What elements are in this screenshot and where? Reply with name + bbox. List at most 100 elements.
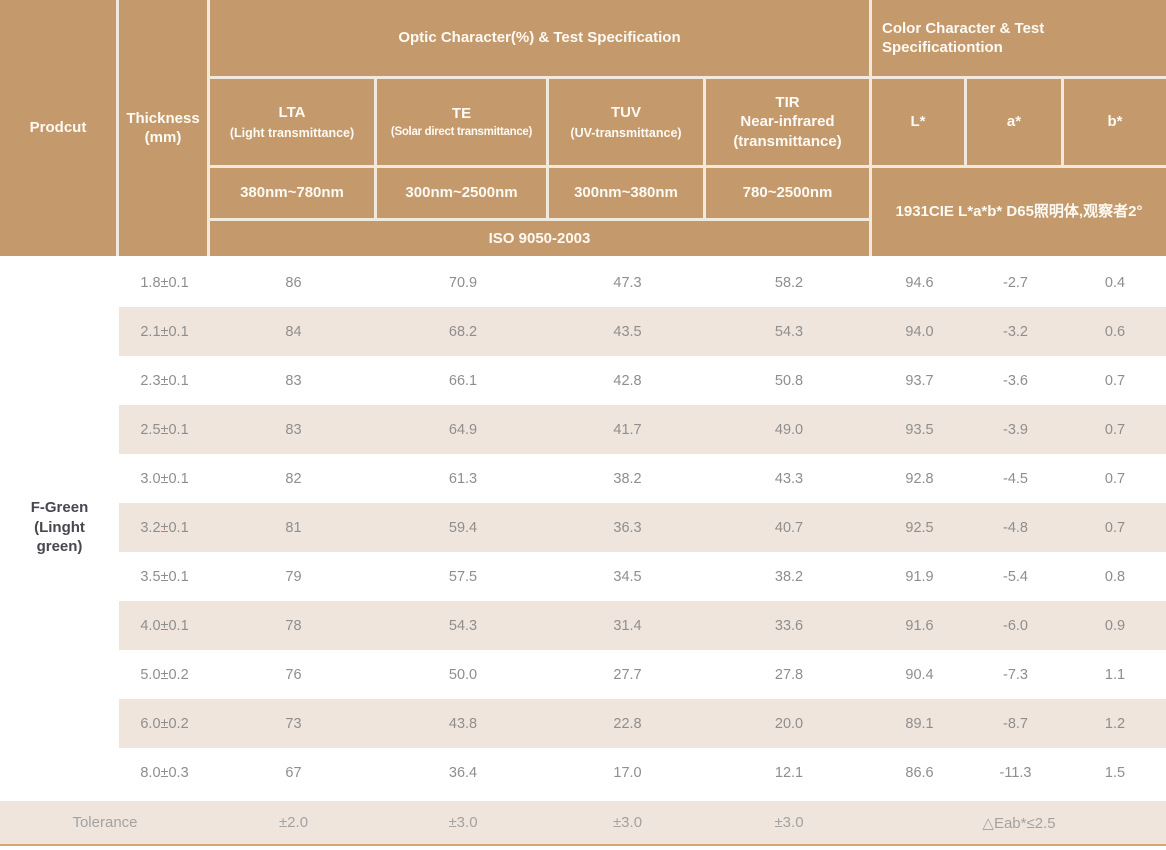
cell-thickness: 8.0±0.3 [140, 764, 189, 781]
header-optic-group-title: Optic Character(%) & Test Specification [210, 0, 872, 79]
cell-tuv: 43.5 [613, 323, 642, 340]
cell-b-star: 1.1 [1104, 666, 1126, 683]
cell-te: 70.9 [448, 274, 478, 291]
header-col-b-star: b* [1064, 79, 1166, 168]
header-col-te-name: TE [451, 104, 472, 122]
cell-a-star: -5.4 [1003, 568, 1028, 585]
table-body: F-Green (Linght green) 1.8±0.1 86 70.9 4… [0, 258, 1166, 797]
cell-l-star: 93.5 [905, 421, 934, 438]
cell-lta: 76 [285, 666, 302, 683]
header-range-lta: 380nm~780nm [210, 168, 377, 221]
cell-l-star: 89.1 [905, 715, 934, 732]
tolerance-tuv: ±3.0 [612, 814, 643, 831]
header-thickness: Thickness (mm) [119, 0, 210, 256]
cell-b-star: 0.7 [1104, 372, 1126, 389]
cell-b-star: 1.2 [1104, 715, 1126, 732]
cell-a-star: -3.9 [1003, 421, 1028, 438]
header-col-lta: LTA (Light transmittance) [210, 79, 377, 168]
cell-thickness: 2.5±0.1 [140, 421, 189, 438]
cell-tuv: 36.3 [613, 519, 642, 536]
table-row: 3.0±0.1 82 61.3 38.2 43.3 92.8 -4.5 0.7 [119, 454, 1166, 503]
table-header: Prodcut Thickness (mm) Optic Character(%… [0, 0, 1166, 256]
table-row: 4.0±0.1 78 54.3 31.4 33.6 91.6 -6.0 0.9 [119, 601, 1166, 650]
cell-lta: 78 [285, 617, 302, 634]
table-row: 5.0±0.2 76 50.0 27.7 27.8 90.4 -7.3 1.1 [119, 650, 1166, 699]
header-col-tir: TIR Near-infrared (transmittance) [706, 79, 872, 168]
cell-a-star: -4.5 [1003, 470, 1028, 487]
header-col-lta-name: LTA [278, 104, 306, 122]
header-col-l-star: L* [872, 79, 967, 168]
cell-tuv: 22.8 [613, 715, 642, 732]
cell-tuv: 31.4 [613, 617, 642, 634]
cell-lta: 83 [285, 421, 302, 438]
cell-thickness: 5.0±0.2 [140, 666, 189, 683]
tolerance-tir: ±3.0 [774, 814, 804, 831]
cell-te: 50.0 [448, 666, 478, 683]
table-row: 2.5±0.1 83 64.9 41.7 49.0 93.5 -3.9 0.7 [119, 405, 1166, 454]
header-col-te-desc: (Solar direct transmittance) [390, 126, 533, 139]
cell-b-star: 0.8 [1104, 568, 1126, 585]
cell-tir: 27.8 [774, 666, 804, 683]
header-range-te: 300nm~2500nm [377, 168, 549, 221]
cell-tir: 20.0 [774, 715, 804, 732]
cell-te: 64.9 [448, 421, 478, 438]
cell-l-star: 91.6 [905, 617, 934, 634]
header-color-group-title: Color Character & Test Specificationtion [872, 0, 1166, 79]
cell-lta: 82 [285, 470, 302, 487]
cell-tuv: 38.2 [613, 470, 642, 487]
cell-tuv: 41.7 [613, 421, 642, 438]
cell-lta: 81 [285, 519, 302, 536]
cell-b-star: 1.5 [1104, 764, 1126, 781]
cell-b-star: 0.9 [1104, 617, 1126, 634]
header-col-tuv-desc: (UV-transmittance) [570, 125, 682, 140]
header-col-lta-desc: (Light transmittance) [229, 125, 355, 140]
table-row: 6.0±0.2 73 43.8 22.8 20.0 89.1 -8.7 1.2 [119, 699, 1166, 748]
cell-te: 36.4 [448, 764, 478, 781]
tolerance-row: Tolerance ±2.0 ±3.0 ±3.0 ±3.0 △Eab*≤2.5 [0, 801, 1166, 844]
cell-tir: 43.3 [774, 470, 804, 487]
cell-a-star: -4.8 [1003, 519, 1028, 536]
cell-b-star: 0.7 [1104, 470, 1126, 487]
cell-thickness: 4.0±0.1 [140, 617, 189, 634]
header-col-tuv: TUV (UV-transmittance) [549, 79, 706, 168]
product-name-cell: F-Green (Linght green) [0, 258, 119, 797]
cell-thickness: 3.5±0.1 [140, 568, 189, 585]
cell-thickness: 3.0±0.1 [140, 470, 189, 487]
header-range-tir: 780~2500nm [706, 168, 872, 221]
cell-te: 68.2 [448, 323, 478, 340]
cell-thickness: 3.2±0.1 [140, 519, 189, 536]
cell-lta: 79 [285, 568, 302, 585]
cell-thickness: 6.0±0.2 [140, 715, 189, 732]
header-range-tuv: 300nm~380nm [549, 168, 706, 221]
tolerance-lta: ±2.0 [278, 814, 309, 831]
table-row: 2.3±0.1 83 66.1 42.8 50.8 93.7 -3.6 0.7 [119, 356, 1166, 405]
cell-l-star: 92.5 [905, 519, 934, 536]
cell-tir: 49.0 [774, 421, 804, 438]
table-row: 8.0±0.3 67 36.4 17.0 12.1 86.6 -11.3 1.5 [119, 748, 1166, 797]
cell-thickness: 1.8±0.1 [140, 274, 189, 291]
table-row: 1.8±0.1 86 70.9 47.3 58.2 94.6 -2.7 0.4 [119, 258, 1166, 307]
cell-a-star: -2.7 [1003, 274, 1028, 291]
cell-a-star: -3.2 [1003, 323, 1028, 340]
header-product: Prodcut [0, 0, 119, 256]
cell-l-star: 90.4 [905, 666, 934, 683]
cell-te: 54.3 [448, 617, 478, 634]
cell-tir: 33.6 [774, 617, 804, 634]
cell-tir: 54.3 [774, 323, 804, 340]
tolerance-te: ±3.0 [448, 814, 478, 831]
data-rows: 1.8±0.1 86 70.9 47.3 58.2 94.6 -2.7 0.4 … [119, 258, 1166, 797]
table-row: 3.2±0.1 81 59.4 36.3 40.7 92.5 -4.8 0.7 [119, 503, 1166, 552]
header-iso-standard: ISO 9050-2003 [210, 221, 872, 256]
cell-tuv: 42.8 [613, 372, 642, 389]
cell-l-star: 92.8 [905, 470, 934, 487]
cell-tuv: 34.5 [613, 568, 642, 585]
cell-lta: 84 [285, 323, 302, 340]
table-bottom-border [0, 844, 1166, 846]
cell-l-star: 94.0 [905, 323, 934, 340]
cell-a-star: -3.6 [1003, 372, 1028, 389]
cell-te: 59.4 [448, 519, 478, 536]
cell-te: 61.3 [448, 470, 478, 487]
table-row: 2.1±0.1 84 68.2 43.5 54.3 94.0 -3.2 0.6 [119, 307, 1166, 356]
cell-l-star: 93.7 [905, 372, 934, 389]
tolerance-color: △Eab*≤2.5 [982, 814, 1056, 832]
